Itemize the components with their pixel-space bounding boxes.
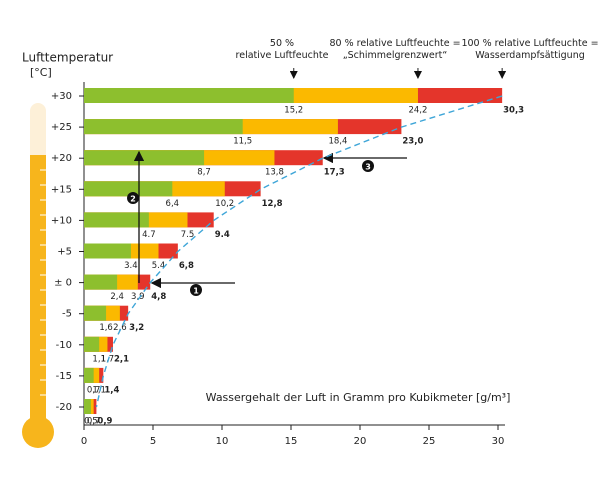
bar <box>84 181 173 197</box>
value-label: 1,1 <box>92 385 106 395</box>
y-tick-label: +15 <box>51 184 72 195</box>
y-tick-label: +30 <box>51 91 72 102</box>
annotation-label: 2 <box>130 195 136 204</box>
x-tick-label: 25 <box>423 436 436 447</box>
value-label: 4.7 <box>142 230 156 240</box>
annotation-3: 3 <box>362 160 374 172</box>
bar <box>84 336 100 352</box>
value-label: 6,8 <box>179 261 194 271</box>
x-title: Wassergehalt der Luft in Gramm pro Kubik… <box>206 391 511 404</box>
annotation-2: 2 <box>127 192 139 204</box>
y-tick-label: ± 0 <box>54 278 72 289</box>
y-tick-label: -5 <box>62 309 72 320</box>
y-tick-label: +10 <box>51 215 72 226</box>
y-tick-label: +20 <box>51 153 72 164</box>
value-label: 0,7 <box>87 385 101 395</box>
bar <box>84 119 243 135</box>
y-tick-label: -15 <box>56 371 72 382</box>
bar <box>84 243 131 259</box>
value-label: 1,4 <box>104 385 119 395</box>
bars <box>84 88 503 414</box>
y-tick-label: -10 <box>56 340 72 351</box>
value-label: 23,0 <box>402 137 423 147</box>
x-tick-label: 0 <box>81 436 87 447</box>
annotation-arrows <box>133 150 407 289</box>
value-label: 0,9 <box>97 417 112 427</box>
x-tick-label: 5 <box>150 436 156 447</box>
legend-label: 80 % relative Luftfeuchte = „Schimmelgre… <box>329 38 461 61</box>
value-label: 18,4 <box>328 137 347 147</box>
bar <box>84 367 94 383</box>
annotation-1: 1 <box>190 284 202 296</box>
value-label: 15,2 <box>284 106 303 116</box>
value-label: 11,5 <box>233 137 252 147</box>
bar <box>84 399 91 414</box>
value-label: 17,3 <box>324 168 345 178</box>
value-label: 30,3 <box>503 106 524 116</box>
y-unit: [°C] <box>30 66 52 79</box>
legend-label: 100 % relative Luftfeuchte = Wasserdampf… <box>461 38 599 61</box>
value-label: 10,2 <box>215 199 234 209</box>
value-label: 1,7 <box>101 354 115 364</box>
bar <box>84 305 107 321</box>
bar <box>84 212 149 228</box>
value-label: 0,7 <box>87 417 101 427</box>
value-label: 1,6 <box>99 323 113 333</box>
value-label: 1,1 <box>92 354 106 364</box>
bar <box>84 150 205 166</box>
x-tick-label: 15 <box>285 436 298 447</box>
legend-label: 50 % relative Luftfeuchte <box>235 38 329 61</box>
value-label: 0,5 <box>84 417 98 427</box>
value-label: 5.4 <box>152 261 166 271</box>
x-tick-label: 10 <box>216 436 229 447</box>
thermometer <box>22 103 54 448</box>
value-label: 4,8 <box>151 292 166 302</box>
x-tick-label: 30 <box>492 436 505 447</box>
value-label: 24,2 <box>408 106 427 116</box>
x-tick-label: 20 <box>354 436 367 447</box>
value-label: 3,9 <box>131 292 145 302</box>
value-label: 2,1 <box>114 354 129 364</box>
y-title: Lufttemperatur <box>22 51 113 65</box>
annotation-label: 1 <box>193 287 199 296</box>
value-label: 8,7 <box>197 168 211 178</box>
saturation-curve <box>95 95 503 408</box>
value-label: 9.4 <box>215 230 230 240</box>
value-label: 2,6 <box>113 323 127 333</box>
y-tick-label: -20 <box>56 402 72 413</box>
bar <box>84 88 294 103</box>
value-label: 2,4 <box>110 292 124 302</box>
value-label: 13,8 <box>265 168 284 178</box>
y-tick-label: +25 <box>51 122 72 133</box>
value-label: 7.5 <box>181 230 195 240</box>
y-tick-label: +5 <box>57 247 72 258</box>
bar <box>84 274 118 290</box>
value-label: 12,8 <box>262 199 283 209</box>
value-label: 3,2 <box>129 323 144 333</box>
value-label: 6,4 <box>166 199 180 209</box>
annotation-label: 3 <box>365 163 371 172</box>
value-label: 3.4 <box>124 261 138 271</box>
